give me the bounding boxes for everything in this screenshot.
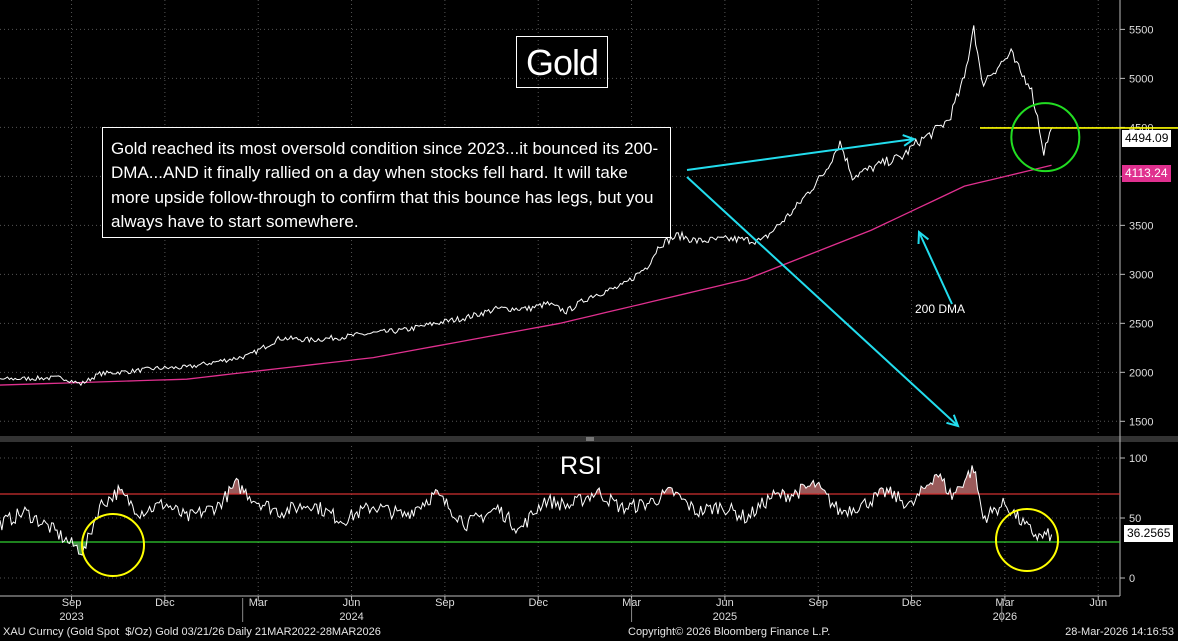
year-label: 2023 — [59, 611, 83, 623]
rsi-line — [0, 465, 1053, 556]
dma-value-tag: 4113.24 — [1122, 165, 1171, 182]
month-label: Dec — [155, 597, 175, 609]
bounce-highlight-circle — [1010, 102, 1081, 173]
month-label: Sep — [62, 597, 82, 609]
dma-label: 200 DMA — [915, 302, 966, 316]
month-label: Sep — [435, 597, 455, 609]
month-label: Jun — [343, 597, 361, 609]
month-label: Sep — [808, 597, 828, 609]
annotation-note: Gold reached its most oversold condition… — [102, 127, 671, 238]
last-price-tag: 4494.09 — [1122, 130, 1172, 147]
price-tick-label: 3500 — [1129, 220, 1153, 232]
year-label: 2025 — [713, 611, 737, 623]
gold-price-line — [0, 25, 1053, 387]
price-tick-label: 2000 — [1129, 367, 1153, 379]
year-label: 2026 — [993, 611, 1017, 623]
rsi-overbought-fill — [0, 465, 1052, 494]
rsi-title: RSI — [560, 452, 602, 480]
month-label: Mar — [995, 597, 1014, 609]
year-label: 2024 — [339, 611, 363, 623]
price-tick-label: 2500 — [1129, 318, 1153, 330]
arrow-to-dma — [918, 231, 953, 305]
rsi-oversold-circle-2023 — [81, 513, 145, 577]
price-tick-label: 5000 — [1129, 73, 1153, 85]
rsi-tick-label: 100 — [1129, 453, 1147, 465]
footer-copyright: Copyright© 2026 Bloomberg Finance L.P. — [628, 626, 831, 638]
arrow-to-dma-head — [917, 229, 930, 245]
month-label: Jun — [716, 597, 734, 609]
price-tick-label: 3000 — [1129, 269, 1153, 281]
rsi-tick-label: 50 — [1129, 513, 1141, 525]
month-label: Dec — [528, 597, 548, 609]
dma-200-line — [0, 164, 1052, 386]
rsi-oversold-fill — [0, 542, 1052, 556]
chart-title: Gold — [516, 36, 608, 88]
month-label: Mar — [249, 597, 268, 609]
arrow-to-rsi — [686, 176, 959, 427]
price-tick-label: 5500 — [1129, 24, 1153, 36]
rsi-tick-label: 0 — [1129, 573, 1135, 585]
footer-security-info: XAU Curncy (Gold Spot $/Oz) Gold 03/21/2… — [3, 626, 381, 638]
arrow-to-price — [686, 138, 915, 171]
month-label: Jun — [1089, 597, 1107, 609]
rsi-value-tag: 36.2565 — [1124, 525, 1174, 542]
rsi-oversold-circle-2026 — [995, 508, 1059, 572]
arrow-to-price-head — [902, 134, 917, 147]
footer-timestamp: 28-Mar-2026 14:16:53 — [1065, 626, 1174, 638]
panel-resize-handle — [586, 437, 594, 441]
month-label: Dec — [902, 597, 922, 609]
arrow-to-rsi-head — [946, 414, 960, 428]
price-tick-label: 1500 — [1129, 416, 1153, 428]
